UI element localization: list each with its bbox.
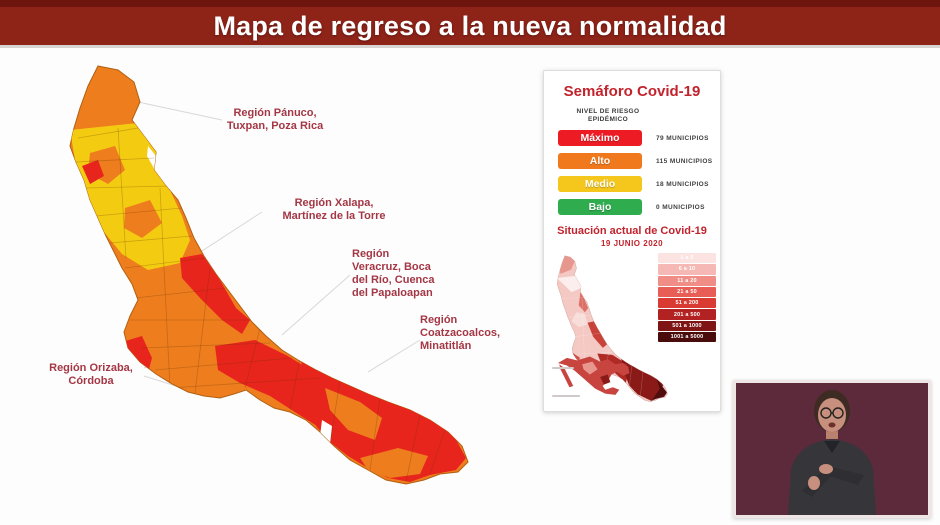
legend-item: 201 a 500 xyxy=(658,309,716,320)
risk-row-bajo: Bajo 0 MUNICIPIOS xyxy=(558,199,720,215)
mexico-inset-map xyxy=(557,356,630,395)
region-label-orizaba: Región Orizaba, Córdoba xyxy=(49,362,133,387)
region-label-coatzacoalcos: Región Coatzacoalcos, Minatitlán xyxy=(420,314,501,352)
legend-item: 1001 a 5000 xyxy=(658,332,716,343)
risk-count-alto: 115 MUNICIPIOS xyxy=(656,157,713,165)
risk-count-medio: 18 MUNICIPIOS xyxy=(656,180,709,188)
situacion-date: 19 JUNIO 2020 xyxy=(600,239,664,248)
risk-badge-medio: Medio xyxy=(558,176,642,192)
interpreter-figure xyxy=(736,383,928,515)
region-label-veracruz: Región Veracruz, Boca del Río, Cuenca de… xyxy=(352,248,435,299)
veracruz-map xyxy=(69,65,469,485)
risk-row-maximo: Máximo 79 MUNICIPIOS xyxy=(558,130,720,146)
header-top-strip xyxy=(0,0,940,7)
page-title: Mapa de regreso a la nueva normalidad xyxy=(213,10,727,41)
risk-row-medio: Medio 18 MUNICIPIOS xyxy=(558,176,720,192)
situacion-title: Situación actual de Covid-19 xyxy=(557,225,707,237)
header-divider xyxy=(0,45,940,48)
source-mark xyxy=(552,395,580,397)
risk-count-maximo: 79 MUNICIPIOS xyxy=(656,134,709,142)
semaforo-title: Semáforo Covid-19 xyxy=(563,83,701,100)
risk-row-alto: Alto 115 MUNICIPIOS xyxy=(558,153,720,169)
risk-subtitle: NIVEL DE RIESGO EPIDÉMICO xyxy=(576,108,640,123)
source-mark xyxy=(552,367,574,369)
legend-item: 6 a 10 xyxy=(658,264,716,275)
region-label-xalapa: Región Xalapa, Martínez de la Torre xyxy=(282,197,386,222)
semaforo-panel: Semáforo Covid-19 NIVEL DE RIESGO EPIDÉM… xyxy=(543,70,721,412)
header-bar: Mapa de regreso a la nueva normalidad xyxy=(0,7,940,45)
risk-count-bajo: 0 MUNICIPIOS xyxy=(656,203,705,211)
region-label-panuco: Región Pánuco, Tuxpan, Poza Rica xyxy=(226,107,324,132)
legend-item: 51 a 200 xyxy=(658,298,716,309)
legend-item: 1 a 5 xyxy=(658,253,716,264)
legend-item: 11 a 20 xyxy=(658,275,716,286)
risk-badge-alto: Alto xyxy=(558,153,642,169)
risk-badge-maximo: Máximo xyxy=(558,130,642,146)
legend-item: 21 a 50 xyxy=(658,286,716,298)
case-legend: 1 a 5 6 a 10 11 a 20 21 a 50 51 a 200 20… xyxy=(658,253,716,343)
risk-badge-bajo: Bajo xyxy=(558,199,642,215)
legend-item: 501 a 1000 xyxy=(658,320,716,332)
sign-language-interpreter-video xyxy=(733,380,931,518)
